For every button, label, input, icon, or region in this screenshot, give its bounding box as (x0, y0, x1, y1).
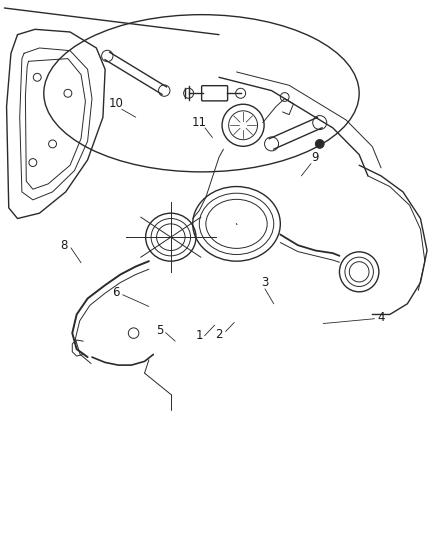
Text: 5: 5 (156, 324, 163, 337)
Text: 4: 4 (377, 311, 385, 324)
Text: 6: 6 (112, 286, 120, 298)
Text: 2: 2 (215, 328, 223, 341)
Text: 1: 1 (195, 329, 203, 342)
Circle shape (315, 140, 324, 148)
Text: 9: 9 (311, 151, 319, 164)
Text: 11: 11 (192, 116, 207, 129)
Text: 3: 3 (261, 276, 268, 289)
Text: 10: 10 (109, 98, 124, 110)
Text: 8: 8 (60, 239, 67, 252)
